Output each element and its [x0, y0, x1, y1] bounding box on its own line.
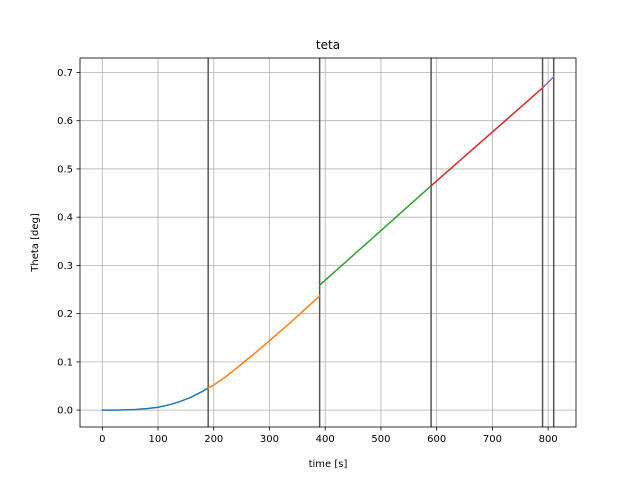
series-line-1	[101, 386, 210, 411]
y-tick-label: 0.7	[57, 68, 73, 79]
x-tick-label: 800	[539, 434, 558, 445]
y-tick-label: 0.4	[57, 213, 73, 224]
plot-frame	[79, 57, 577, 428]
chart-title: teta	[316, 38, 340, 52]
y-axis-label: Theta [deg]	[30, 213, 41, 273]
x-axis-ticks: 0 100 200 300 400 500 600 700 800	[99, 427, 558, 445]
y-tick-label: 0.6	[57, 116, 73, 127]
x-tick-label: 200	[204, 434, 223, 445]
x-tick-label: 500	[371, 434, 390, 445]
plot-area	[80, 58, 576, 427]
x-tick-label: 600	[427, 434, 446, 445]
x-tick-label: 0	[99, 434, 105, 445]
series-line-5	[541, 75, 555, 89]
x-axis-label: time [s]	[309, 459, 348, 470]
x-tick-label: 400	[316, 434, 335, 445]
y-tick-label: 0.0	[57, 406, 73, 417]
y-tick-label: 0.2	[57, 309, 73, 320]
x-tick-label: 300	[260, 434, 279, 445]
y-tick-label: 0.5	[57, 164, 73, 175]
series-line-3	[318, 184, 433, 287]
grid	[80, 58, 576, 427]
x-tick-label: 700	[483, 434, 502, 445]
series-line-4	[430, 86, 544, 187]
series-lines	[101, 75, 555, 411]
y-axis-ticks: 0.0 0.1 0.2 0.3 0.4 0.5 0.6 0.7	[57, 68, 80, 417]
series-line-2	[207, 294, 321, 389]
x-tick-label: 100	[148, 434, 167, 445]
y-tick-label: 0.3	[57, 261, 73, 272]
vertical-markers	[207, 58, 555, 427]
y-tick-label: 0.1	[57, 357, 73, 368]
